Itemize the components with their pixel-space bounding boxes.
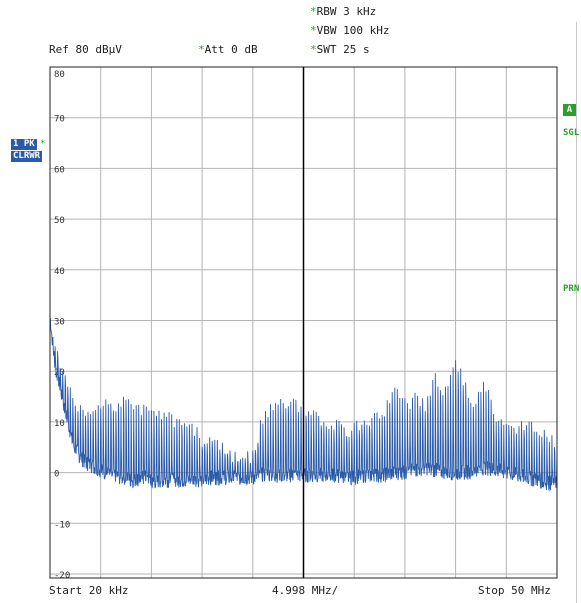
y-tick-label: 60 <box>54 165 65 175</box>
vbw-text: VBW 100 kHz <box>316 24 390 37</box>
swt-star: * <box>310 43 317 56</box>
y-tick-label: 40 <box>54 267 65 277</box>
detector-mode-badge[interactable]: CLRWR <box>11 151 43 162</box>
start-frequency-label: Start 20 kHz <box>49 584 129 597</box>
span-per-division-label: 4.998 MHz/ <box>272 584 339 597</box>
att-label: *Att 0 dB <box>198 44 258 56</box>
annotation-sgl: SGL <box>563 128 580 138</box>
y-tick-label: -10 <box>54 520 70 530</box>
trace-badge-text: 1 PK <box>13 139 35 149</box>
annotation-a: A <box>563 104 576 116</box>
ref-level-label: Ref 80 dBµV <box>49 43 122 56</box>
annotation-prn: PRN <box>563 284 580 294</box>
y-tick-label: 50 <box>54 216 65 226</box>
y-tick-label: 30 <box>54 318 65 328</box>
y-tick-label: 20 <box>54 368 65 378</box>
stop-frequency-label: Stop 50 MHz <box>478 584 551 597</box>
rbw-text: RBW 3 kHz <box>316 5 377 18</box>
vbw-star: * <box>310 24 317 37</box>
rbw-label: *RBW 3 kHz <box>310 6 376 18</box>
att-text: Att 0 dB <box>204 43 258 56</box>
vbw-label: *VBW 100 kHz <box>310 25 389 37</box>
y-tick-label: -20 <box>54 571 70 581</box>
trace-badge[interactable]: 1 PK <box>11 139 37 150</box>
y-tick-labels: 80 70 60 50 40 30 20 10 0 -10 -20 <box>54 70 70 581</box>
swt-label: *SWT 25 s <box>310 44 370 56</box>
att-star: * <box>198 43 205 56</box>
trace-badge-star: * <box>40 139 46 149</box>
y-tick-label: 10 <box>54 419 65 429</box>
swt-text: SWT 25 s <box>316 43 370 56</box>
y-tick-label: 70 <box>54 115 65 125</box>
detector-mode-text: CLRWR <box>13 151 41 161</box>
rbw-star: * <box>310 5 317 18</box>
y-tick-label: 80 <box>54 70 65 80</box>
right-edge-divider <box>576 22 577 603</box>
y-tick-label: 0 <box>54 470 59 480</box>
